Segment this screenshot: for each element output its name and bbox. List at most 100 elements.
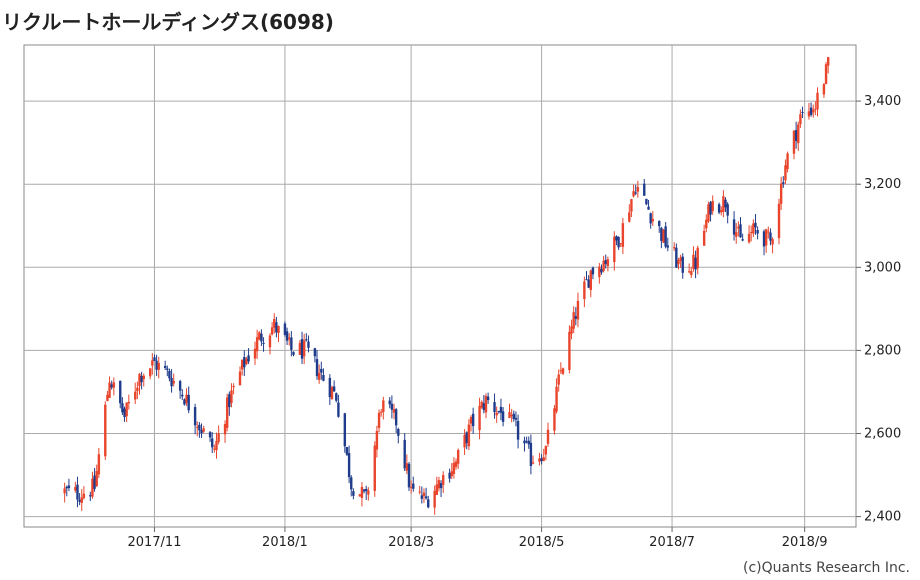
candle-body — [302, 340, 306, 357]
candle-body — [343, 413, 347, 447]
x-tick-labels: 2017/11 2018/1 2018/3 2018/5 2018/7 2018/9 — [127, 535, 827, 550]
candle-body — [643, 183, 646, 196]
candle-body — [512, 413, 515, 420]
candle-body — [572, 312, 575, 329]
candle-body — [202, 428, 205, 432]
candle-body — [767, 231, 770, 233]
candle-body — [702, 230, 706, 246]
candle-body — [65, 487, 68, 489]
candle-body — [215, 441, 218, 451]
x-tick-label: 2018/3 — [388, 535, 434, 550]
candle-body — [170, 377, 173, 387]
candle-body — [243, 357, 246, 368]
candle-body — [260, 333, 263, 342]
candle-body — [501, 411, 505, 422]
candle-body — [288, 337, 291, 340]
candle-body — [677, 260, 680, 265]
candle-body — [151, 360, 154, 366]
y-tick-label: 2,600 — [864, 427, 901, 442]
candle-body — [649, 213, 652, 224]
candle-body — [213, 448, 216, 450]
candle-body — [178, 381, 182, 391]
candle-body — [183, 399, 186, 405]
candle-body — [497, 410, 501, 412]
candle-body — [290, 337, 293, 350]
candle-body — [373, 445, 376, 491]
candle-body — [268, 335, 272, 348]
chart-title: リクルートホールディングス(6098) — [2, 10, 334, 34]
candle-body — [741, 239, 744, 241]
candle-body — [538, 458, 541, 462]
candle-body — [148, 368, 152, 377]
candle-body — [454, 461, 458, 467]
candle-body — [238, 371, 242, 386]
candle-body — [313, 348, 317, 357]
candle-body — [570, 326, 573, 334]
candle-body — [332, 386, 336, 392]
candle-body — [561, 368, 565, 374]
y-tick-label: 2,400 — [864, 510, 901, 525]
candle-body — [435, 484, 438, 495]
candle-body — [292, 351, 295, 355]
candle-body — [388, 400, 391, 405]
candle-body — [382, 400, 385, 412]
candle-body — [337, 402, 340, 417]
candle-body — [762, 231, 766, 247]
candle-body — [262, 342, 265, 344]
candle-body — [816, 92, 819, 110]
candle-body — [253, 348, 257, 359]
candle-body — [681, 256, 684, 273]
candle-body — [277, 325, 280, 333]
candle-body — [232, 386, 235, 388]
candle-body — [559, 370, 563, 372]
candle-body — [546, 429, 550, 444]
candle-body — [95, 471, 98, 486]
candle-body — [448, 472, 451, 479]
candle-body — [666, 245, 669, 248]
candle-body — [617, 236, 620, 248]
candle-body — [636, 186, 640, 192]
candle-body — [123, 408, 126, 418]
candle-body — [450, 471, 453, 477]
candle-body — [168, 370, 171, 379]
candle-body — [553, 408, 556, 431]
candle-body — [794, 130, 798, 141]
candle-body — [63, 488, 66, 494]
candle-body — [245, 358, 248, 365]
candle-body — [345, 447, 349, 455]
candle-body — [78, 499, 81, 502]
candle-body — [198, 424, 201, 431]
candle-body — [157, 362, 160, 370]
candle-body — [662, 229, 665, 243]
candle-body — [403, 439, 406, 469]
candle-body — [724, 199, 727, 208]
candle-body — [555, 386, 558, 412]
candle-body — [258, 332, 261, 340]
candle-body — [826, 57, 830, 66]
candle-body — [542, 457, 545, 461]
candle-body — [707, 204, 710, 222]
candle-body — [752, 223, 755, 234]
candle-body — [598, 266, 601, 278]
candles — [63, 56, 830, 515]
candle-body — [531, 462, 535, 464]
candle-body — [140, 375, 143, 383]
candle-body — [112, 382, 116, 388]
candle-body — [365, 488, 368, 492]
candle-body — [621, 223, 625, 247]
candle-body — [422, 492, 426, 497]
candle-body — [540, 458, 543, 462]
candle-body — [799, 114, 802, 125]
candle-body — [315, 359, 319, 377]
candle-body — [514, 417, 518, 420]
candle-body — [604, 260, 607, 265]
candle-body — [585, 279, 588, 281]
candle-body — [362, 489, 366, 492]
candle-body — [754, 222, 757, 228]
candle-body — [390, 403, 394, 410]
candle-body — [493, 402, 496, 413]
candle-body — [784, 165, 787, 181]
candle-body — [463, 434, 466, 448]
candle-body — [125, 402, 128, 417]
candle-body — [574, 316, 578, 319]
